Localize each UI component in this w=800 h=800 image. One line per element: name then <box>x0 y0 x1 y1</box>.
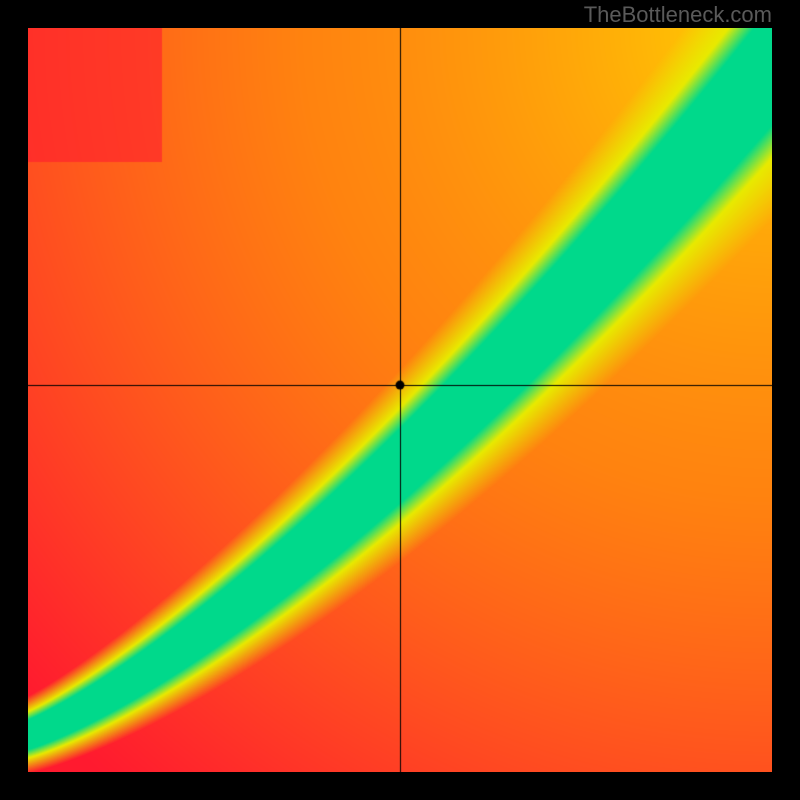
bottleneck-heatmap <box>28 28 772 772</box>
chart-container: TheBottleneck.com <box>0 0 800 800</box>
watermark-text: TheBottleneck.com <box>584 2 772 28</box>
